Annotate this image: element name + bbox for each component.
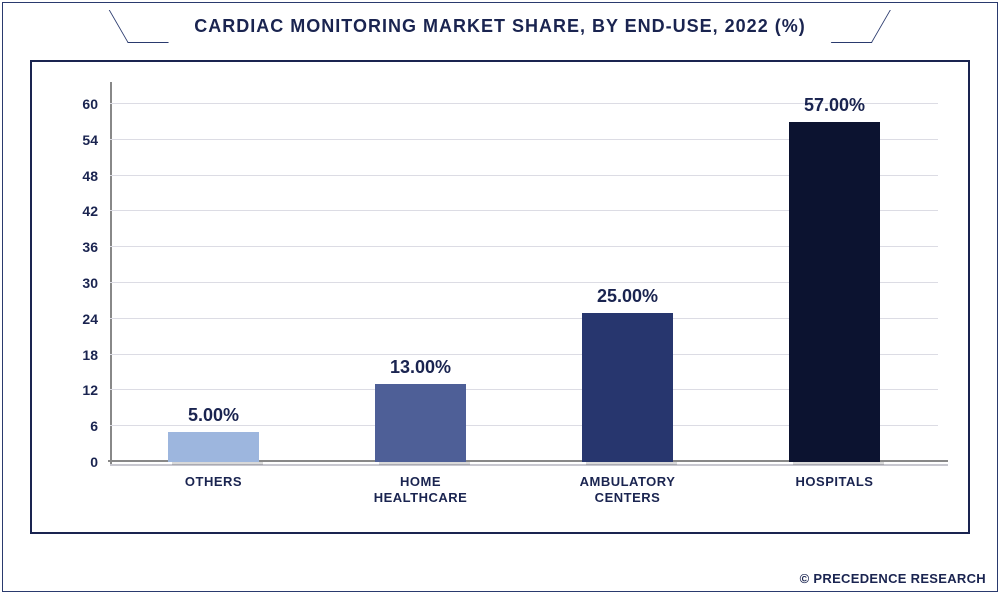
chart-title: CARDIAC MONITORING MARKET SHARE, BY END-… — [146, 10, 853, 43]
y-tick-label: 18 — [82, 347, 98, 363]
bar-value-label: 13.00% — [390, 357, 451, 378]
bar: 57.00% — [789, 122, 880, 462]
y-tick-label: 6 — [90, 418, 98, 434]
y-tick-label: 54 — [82, 132, 98, 148]
y-tick-label: 60 — [82, 96, 98, 112]
bar: 25.00% — [582, 313, 673, 462]
y-tick-label: 30 — [82, 275, 98, 291]
y-tick-label: 0 — [90, 454, 98, 470]
x-tick-label: OTHERS — [185, 474, 242, 490]
chart-frame: 0 6 12 18 24 30 36 42 48 54 60 5.00% OTHERS 13.00% HOM… — [30, 60, 970, 534]
bar-shadow — [172, 462, 263, 465]
y-tick-label: 42 — [82, 203, 98, 219]
bar-shadow — [586, 462, 677, 465]
bar-value-label: 5.00% — [188, 405, 239, 426]
x-tick-label: AMBULATORY CENTERS — [580, 474, 676, 507]
y-tick-label: 24 — [82, 311, 98, 327]
y-tick-label: 48 — [82, 168, 98, 184]
bar: 13.00% — [375, 384, 466, 462]
chart-title-text: CARDIAC MONITORING MARKET SHARE, BY END-… — [194, 16, 805, 36]
y-tick-label: 12 — [82, 382, 98, 398]
credit-text: © PRECEDENCE RESEARCH — [800, 571, 986, 586]
bar-shadow — [379, 462, 470, 465]
y-tick-label: 36 — [82, 239, 98, 255]
plot-area: 061218243036424854605.00%OTHERS13.00%HOM… — [110, 92, 938, 462]
bar-shadow — [793, 462, 884, 465]
bar-value-label: 57.00% — [804, 95, 865, 116]
x-tick-label: HOME HEALTHCARE — [374, 474, 468, 507]
bar-value-label: 25.00% — [597, 286, 658, 307]
x-tick-label: HOSPITALS — [796, 474, 874, 490]
bar: 5.00% — [168, 432, 259, 462]
